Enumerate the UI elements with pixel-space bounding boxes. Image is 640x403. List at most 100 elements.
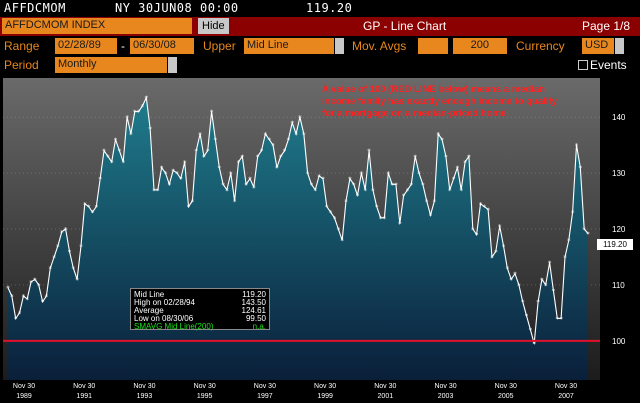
data-point-marker: *	[517, 282, 521, 290]
data-point-marker: *	[375, 204, 379, 212]
data-point-marker: *	[314, 187, 318, 195]
data-point-marker: *	[387, 170, 391, 178]
data-point-marker: *	[302, 131, 306, 139]
data-point-marker: *	[556, 315, 560, 323]
data-point-marker: *	[337, 226, 341, 234]
data-point-marker: *	[529, 327, 533, 335]
legend-row: Average 124.61	[134, 306, 266, 315]
range-end-input[interactable]: 06/30/08	[130, 38, 194, 54]
data-point-marker: *	[6, 285, 10, 293]
data-point-marker: *	[118, 148, 122, 156]
data-point-marker: *	[532, 341, 536, 349]
data-point-marker: *	[33, 276, 37, 284]
currency-label: Currency	[516, 39, 565, 53]
events-checkbox[interactable]	[578, 60, 588, 70]
x-tick-year: 1999	[317, 393, 333, 400]
x-tick-year: 2005	[498, 393, 514, 400]
data-point-marker: *	[37, 282, 41, 290]
data-point-marker: *	[498, 223, 502, 231]
data-point-marker: *	[394, 181, 398, 189]
x-tick-month: Nov 30	[555, 383, 577, 390]
upper-label: Upper	[203, 39, 236, 53]
data-point-marker: *	[406, 187, 410, 195]
data-point-marker: *	[340, 237, 344, 245]
data-point-marker: *	[525, 313, 529, 321]
range-label: Range	[4, 39, 40, 53]
data-point-marker: *	[198, 131, 202, 139]
data-point-marker: *	[425, 198, 429, 206]
data-point-marker: *	[290, 120, 294, 128]
data-point-marker: *	[133, 109, 137, 117]
data-point-marker: *	[194, 148, 198, 156]
events-label: Events	[590, 58, 627, 72]
data-point-marker: *	[486, 206, 490, 214]
range-start-input[interactable]: 02/28/89	[55, 38, 117, 54]
data-point-marker: *	[175, 170, 179, 178]
period-select[interactable]: Monthly	[55, 57, 167, 73]
x-tick-year: 2007	[558, 393, 574, 400]
data-point-marker: *	[402, 192, 406, 200]
data-point-marker: *	[544, 282, 548, 290]
data-point-marker: *	[494, 248, 498, 256]
data-point-marker: *	[479, 201, 483, 209]
data-point-marker: *	[179, 176, 183, 184]
exchange-date-time: NY 30JUN08 00:00	[115, 1, 239, 15]
data-point-marker: *	[271, 142, 275, 150]
data-point-marker: *	[25, 296, 29, 304]
data-point-marker: *	[433, 198, 437, 206]
x-tick-month: Nov 30	[13, 383, 35, 390]
security-field[interactable]: AFFDCMOM INDEX	[2, 18, 192, 34]
data-point-marker: *	[329, 209, 333, 217]
data-point-marker: *	[191, 198, 195, 206]
data-point-marker: *	[413, 153, 417, 161]
data-point-marker: *	[49, 265, 53, 273]
ticker-label: AFFDCMOM	[4, 1, 66, 15]
data-point-marker: *	[164, 170, 168, 178]
data-point-marker: *	[160, 164, 164, 172]
data-point-marker: *	[471, 226, 475, 234]
data-point-marker: *	[317, 173, 321, 181]
mov-avg-2-input[interactable]: 200	[453, 38, 507, 54]
data-point-marker: *	[571, 209, 575, 217]
data-point-marker: *	[83, 201, 87, 209]
data-point-marker: *	[509, 276, 513, 284]
legend-row: Low on 08/30/06 99.50	[134, 314, 266, 323]
data-markers: ***** ** ******** ****** ************* ***** *…	[6, 95, 590, 349]
y-tick-label: 140	[612, 113, 626, 122]
data-point-marker: *	[410, 181, 414, 189]
chevron-down-icon[interactable]	[168, 57, 177, 73]
data-point-marker: *	[141, 103, 145, 111]
x-tick-year: 2003	[438, 393, 454, 400]
x-tick-year: 1989	[16, 393, 32, 400]
x-tick-month: Nov 30	[434, 383, 456, 390]
data-point-marker: *	[225, 187, 229, 195]
data-point-marker: *	[579, 164, 583, 172]
data-point-marker: *	[352, 181, 356, 189]
data-point-marker: *	[567, 237, 571, 245]
data-point-marker: *	[29, 279, 33, 287]
x-tick-month: Nov 30	[133, 383, 155, 390]
data-point-marker: *	[536, 299, 540, 307]
chevron-down-icon[interactable]	[615, 38, 624, 54]
data-point-marker: *	[294, 131, 298, 139]
last-value: 119.20	[306, 1, 353, 15]
x-tick-year: 2001	[378, 393, 394, 400]
data-point-marker: *	[56, 243, 60, 251]
data-point-marker: *	[436, 131, 440, 139]
window-title: GP - Line Chart	[363, 19, 447, 33]
data-point-marker: *	[417, 170, 421, 178]
data-point-marker: *	[333, 215, 337, 223]
data-point-marker: *	[552, 288, 556, 296]
x-tick-year: 1991	[76, 393, 92, 400]
mov-avg-1-input[interactable]	[418, 38, 448, 54]
x-tick-month: Nov 30	[73, 383, 95, 390]
data-point-marker: *	[171, 167, 175, 175]
chevron-down-icon[interactable]	[335, 38, 344, 54]
data-point-marker: *	[110, 159, 114, 167]
y-tick-label: 110	[612, 281, 625, 290]
hide-button[interactable]: Hide	[198, 18, 229, 34]
data-point-marker: *	[102, 148, 106, 156]
upper-select[interactable]: Mid Line	[244, 38, 334, 54]
currency-select[interactable]: USD	[582, 38, 614, 54]
data-point-marker: *	[248, 176, 252, 184]
